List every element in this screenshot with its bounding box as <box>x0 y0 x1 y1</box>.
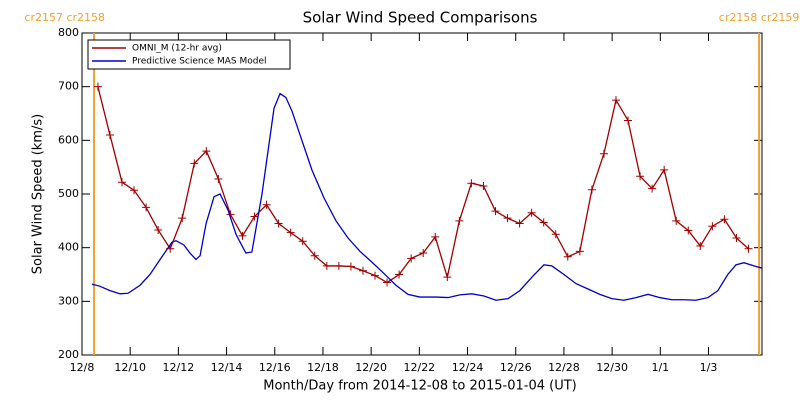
x-tick-label: 12/30 <box>596 361 628 374</box>
point-marker <box>334 261 343 270</box>
point-marker <box>708 222 717 231</box>
x-tick-label: 12/12 <box>163 361 195 374</box>
point-marker <box>443 273 452 282</box>
point-marker <box>479 181 488 190</box>
point-marker <box>105 130 114 139</box>
point-marker <box>383 278 392 287</box>
point-marker <box>142 203 151 212</box>
x-tick-label: 12/28 <box>548 361 580 374</box>
point-marker <box>467 179 476 188</box>
point-marker <box>527 208 536 217</box>
point-marker <box>732 234 741 243</box>
point-marker <box>130 186 139 195</box>
point-marker <box>322 261 331 270</box>
point-marker <box>611 96 620 105</box>
point-marker <box>286 228 295 237</box>
y-tick-label: 200 <box>58 348 79 361</box>
point-marker <box>371 271 380 280</box>
point-marker <box>154 225 163 234</box>
y-tick-label: 400 <box>58 241 79 254</box>
x-tick-label: 1/3 <box>700 361 718 374</box>
point-marker <box>262 200 271 209</box>
point-marker <box>539 218 548 227</box>
series-line <box>91 92 763 301</box>
point-marker <box>684 226 693 235</box>
y-tick-label: 700 <box>58 80 79 93</box>
point-marker <box>250 212 259 221</box>
x-tick-label: 12/18 <box>307 361 339 374</box>
point-marker <box>551 230 560 239</box>
point-marker <box>178 214 187 223</box>
point-marker <box>720 215 729 224</box>
legend-box <box>87 39 291 70</box>
point-marker <box>599 149 608 158</box>
point-marker <box>118 178 126 187</box>
y-tick-label: 300 <box>58 294 79 307</box>
legend-label: OMNI_M (12-hr avg) <box>132 44 222 54</box>
y-tick-label: 800 <box>58 26 79 39</box>
point-marker <box>636 172 645 181</box>
point-marker <box>515 219 524 228</box>
point-marker <box>744 244 753 253</box>
point-marker <box>274 219 283 228</box>
point-marker <box>503 214 512 223</box>
point-marker <box>202 147 211 156</box>
point-marker <box>407 254 416 263</box>
point-marker <box>214 174 223 183</box>
x-tick-label: 12/8 <box>70 361 95 374</box>
point-marker <box>419 249 428 258</box>
annotation: cr2157 cr2158 <box>24 11 105 24</box>
point-marker <box>358 266 367 275</box>
point-marker <box>395 270 404 279</box>
point-marker <box>491 207 500 216</box>
x-tick-label: 12/22 <box>403 361 435 374</box>
point-marker <box>298 237 307 246</box>
point-marker <box>563 252 572 261</box>
point-marker <box>575 247 584 256</box>
point-marker <box>648 184 657 193</box>
x-tick-label: 12/16 <box>259 361 291 374</box>
annotation: cr2158 cr2159 <box>719 11 800 24</box>
point-marker <box>455 216 464 225</box>
point-marker <box>190 159 199 168</box>
x-axis-label: Month/Day from 2014-12-08 to 2015-01-04 … <box>263 379 576 394</box>
x-tick-label: 12/20 <box>355 361 387 374</box>
legend-label: Predictive Science MAS Model <box>132 57 267 67</box>
x-tick-label: 1/1 <box>651 361 669 374</box>
point-marker <box>696 242 705 251</box>
point-marker <box>672 216 681 225</box>
point-marker <box>660 165 669 174</box>
x-tick-label: 12/10 <box>114 361 146 374</box>
point-marker <box>346 262 355 271</box>
x-tick-label: 12/24 <box>452 361 484 374</box>
point-marker <box>310 251 319 260</box>
y-tick-label: 500 <box>58 187 79 200</box>
y-axis-label: Solar Wind Speed (km/s) <box>31 114 46 274</box>
point-marker <box>624 116 633 125</box>
point-marker <box>238 231 247 240</box>
y-tick-label: 600 <box>58 133 79 146</box>
chart-title: Solar Wind Speed Comparisons <box>303 9 538 27</box>
x-tick-label: 12/14 <box>211 361 243 374</box>
point-marker <box>431 232 440 241</box>
point-marker <box>93 82 102 91</box>
x-tick-label: 12/26 <box>500 361 532 374</box>
point-marker <box>587 185 596 194</box>
